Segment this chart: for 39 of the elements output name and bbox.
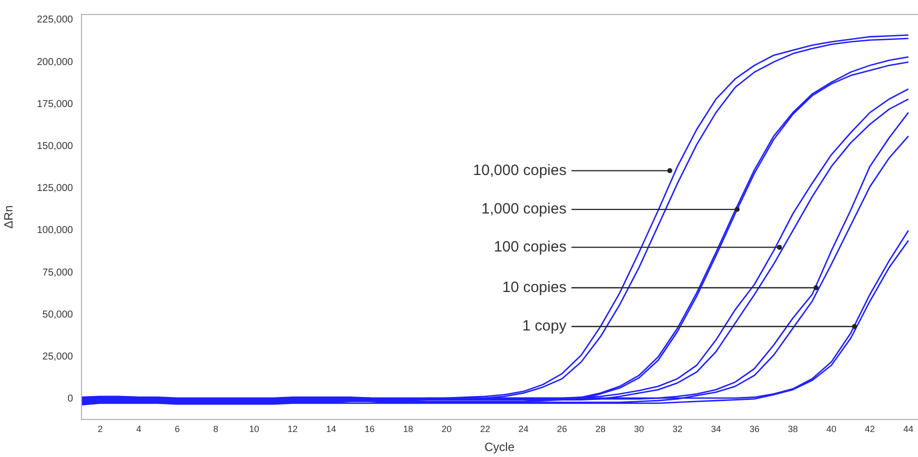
x-tick-label: 28 <box>596 424 606 434</box>
y-axis-title: ΔRn <box>2 205 16 229</box>
x-tick-label: 22 <box>480 424 490 434</box>
x-tick-label: 12 <box>288 424 298 434</box>
x-tick-label: 42 <box>864 424 875 434</box>
y-tick-label: 175,000 <box>36 98 74 110</box>
x-tick-label: 20 <box>442 424 452 434</box>
y-tick-label: 75,000 <box>42 267 74 278</box>
x-tick-label: 36 <box>749 424 760 434</box>
y-tick-label: 100,000 <box>36 225 74 236</box>
x-tick-label: 8 <box>213 424 218 434</box>
annotation: 100 copies <box>494 238 566 256</box>
x-tick-label: 4 <box>136 424 142 434</box>
annotation: 1,000 copies <box>481 200 566 218</box>
annotation: 10 copies <box>502 278 566 296</box>
x-tick-label: 32 <box>672 424 682 434</box>
x-tick-label: 18 <box>403 424 414 434</box>
x-tick-label: 2 <box>98 424 103 434</box>
y-tick-label: 0 <box>67 394 74 405</box>
x-tick-label: 26 <box>557 424 568 434</box>
y-tick-label: 150,000 <box>36 140 74 152</box>
x-tick-label: 34 <box>710 424 721 434</box>
x-tick-label: 14 <box>326 424 336 434</box>
x-tick-label: 30 <box>634 424 644 434</box>
y-tick-label: 225,000 <box>36 14 74 26</box>
y-tick-label: 50,000 <box>42 309 74 320</box>
x-tick-label: 16 <box>364 424 375 434</box>
x-tick-label: 38 <box>788 424 798 434</box>
annotation: 10,000 copies <box>473 162 566 179</box>
x-tick-label: 24 <box>518 424 529 434</box>
x-tick-label: 40 <box>826 424 836 434</box>
x-axis-title: Cycle <box>484 440 515 454</box>
x-tick-label: 6 <box>174 424 180 434</box>
y-tick-label: 25,000 <box>42 352 74 363</box>
x-tick-label: 44 <box>903 424 914 434</box>
x-tick-label: 10 <box>249 424 260 434</box>
annotation: 1 copy <box>522 318 567 335</box>
y-tick-label: 125,000 <box>36 183 74 194</box>
y-tick-label: 200,000 <box>36 56 74 68</box>
